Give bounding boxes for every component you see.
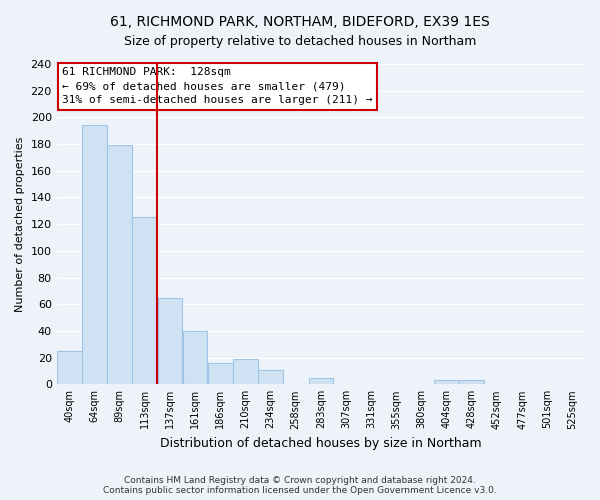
Text: 61 RICHMOND PARK:  128sqm
← 69% of detached houses are smaller (479)
31% of semi: 61 RICHMOND PARK: 128sqm ← 69% of detach… bbox=[62, 67, 373, 105]
Bar bbox=[133, 218, 157, 384]
Y-axis label: Number of detached properties: Number of detached properties bbox=[15, 136, 25, 312]
Bar bbox=[57, 351, 82, 384]
Bar bbox=[208, 363, 233, 384]
Bar bbox=[82, 126, 107, 384]
Bar bbox=[183, 331, 208, 384]
Bar bbox=[158, 298, 182, 384]
Bar bbox=[233, 359, 257, 384]
Bar bbox=[460, 380, 484, 384]
Text: Contains HM Land Registry data © Crown copyright and database right 2024.
Contai: Contains HM Land Registry data © Crown c… bbox=[103, 476, 497, 495]
X-axis label: Distribution of detached houses by size in Northam: Distribution of detached houses by size … bbox=[160, 437, 482, 450]
Text: 61, RICHMOND PARK, NORTHAM, BIDEFORD, EX39 1ES: 61, RICHMOND PARK, NORTHAM, BIDEFORD, EX… bbox=[110, 15, 490, 29]
Bar bbox=[258, 370, 283, 384]
Bar bbox=[434, 380, 459, 384]
Bar bbox=[308, 378, 333, 384]
Bar bbox=[107, 146, 132, 384]
Text: Size of property relative to detached houses in Northam: Size of property relative to detached ho… bbox=[124, 35, 476, 48]
